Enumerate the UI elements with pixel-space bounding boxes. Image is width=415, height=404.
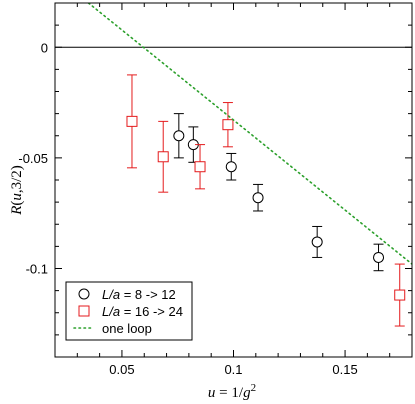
squares-marker-4 bbox=[394, 289, 406, 301]
legend-label-oneloop: one loop bbox=[102, 321, 152, 336]
circles-point-1 bbox=[187, 126, 199, 163]
squares-point-3 bbox=[222, 102, 234, 148]
legend-marker-square bbox=[78, 305, 90, 317]
squares-marker-1 bbox=[157, 151, 169, 163]
one-loop-line bbox=[87, 3, 412, 265]
squares-point-0 bbox=[126, 74, 138, 169]
legend-label-squares: L/a = 16 -> 24 bbox=[102, 304, 183, 319]
x-axis-label: u = 1/g2 bbox=[208, 382, 256, 401]
circles-marker-3 bbox=[252, 192, 264, 204]
squares-point-4 bbox=[394, 263, 406, 327]
squares-point-1 bbox=[157, 120, 169, 193]
circles-point-5 bbox=[373, 243, 385, 272]
plot-area bbox=[55, 3, 412, 327]
legend: L/a = 8 -> 12 L/a = 16 -> 24 one loop bbox=[65, 281, 193, 341]
x-tick-label: 0.1 bbox=[224, 362, 242, 377]
circles-marker-0 bbox=[173, 130, 185, 142]
x-tick-label: 0.05 bbox=[109, 362, 134, 377]
circles-marker-5 bbox=[373, 251, 385, 263]
circles-point-0 bbox=[173, 113, 185, 159]
squares-point-2 bbox=[194, 144, 206, 190]
legend-marker-circle bbox=[78, 288, 90, 300]
x-tick-label: 0.15 bbox=[332, 362, 357, 377]
y-tick-label: 0 bbox=[41, 40, 48, 55]
legend-label-circles: L/a = 8 -> 12 bbox=[102, 287, 176, 302]
squares-marker-2 bbox=[194, 161, 206, 173]
circles-point-4 bbox=[311, 225, 323, 258]
plot-clip-group bbox=[55, 3, 412, 327]
squares-marker-0 bbox=[126, 115, 138, 127]
axes: 0.05 0.1 0.15 0 -0.05 -0.1 bbox=[18, 2, 413, 377]
y-axis-label: R(u,3/2) bbox=[9, 165, 25, 216]
y-tick-label: -0.1 bbox=[26, 262, 48, 277]
circles-marker-4 bbox=[311, 236, 323, 248]
y-tick-label: -0.05 bbox=[18, 151, 48, 166]
circles-marker-2 bbox=[225, 161, 237, 173]
circles-point-2 bbox=[225, 152, 237, 181]
circles-point-3 bbox=[252, 183, 264, 212]
squares-marker-3 bbox=[222, 119, 234, 131]
